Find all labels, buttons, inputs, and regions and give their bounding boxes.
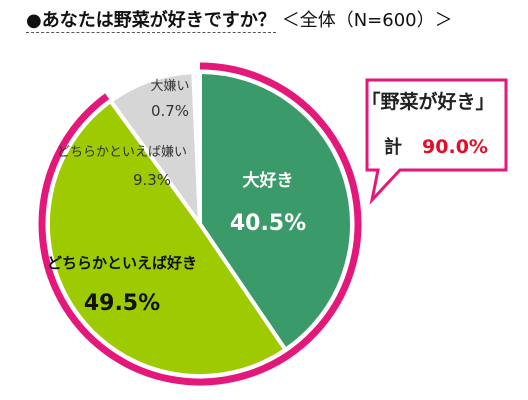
slice-labels: 大好き 40.5% どちらかといえば好き 49.5% どちらかといえば嫌い 9.3% 大嫌い… (47, 79, 306, 316)
slice-label-name-3: どちらかといえば嫌い (57, 145, 187, 160)
slice-label-value-2: 49.5% (84, 291, 160, 316)
callout-total-value: 90.0% (422, 136, 488, 158)
pie-slice-1 (198, 70, 354, 352)
title-main: ●あなたは野菜が好きですか？ (26, 10, 276, 33)
pie-slice-4 (191, 70, 202, 226)
callout: 「野菜が好き」 計 90.0% (361, 78, 508, 205)
callout-total-label: 計 (384, 136, 402, 158)
slice-label-name-1: 大好き (243, 170, 294, 191)
slice-label-name-2: どちらかといえば好き (47, 254, 197, 272)
callout-heading: 「野菜が好き」 (361, 90, 494, 113)
highlight-ring (38, 62, 362, 386)
slice-label-value-1: 40.5% (230, 211, 306, 236)
pie-slice-2 (45, 99, 288, 379)
slice-label-value-3: 9.3% (133, 171, 171, 189)
chart-title: ●あなたは野菜が好きですか？ ＜全体（N=600）＞ (26, 6, 453, 33)
callout-box (365, 78, 508, 205)
slice-label-name-4: 大嫌い (150, 79, 189, 94)
pie-slices (45, 70, 354, 379)
title-subtitle: ＜全体（N=600）＞ (281, 10, 453, 31)
slice-label-value-4: 0.7% (151, 102, 189, 120)
